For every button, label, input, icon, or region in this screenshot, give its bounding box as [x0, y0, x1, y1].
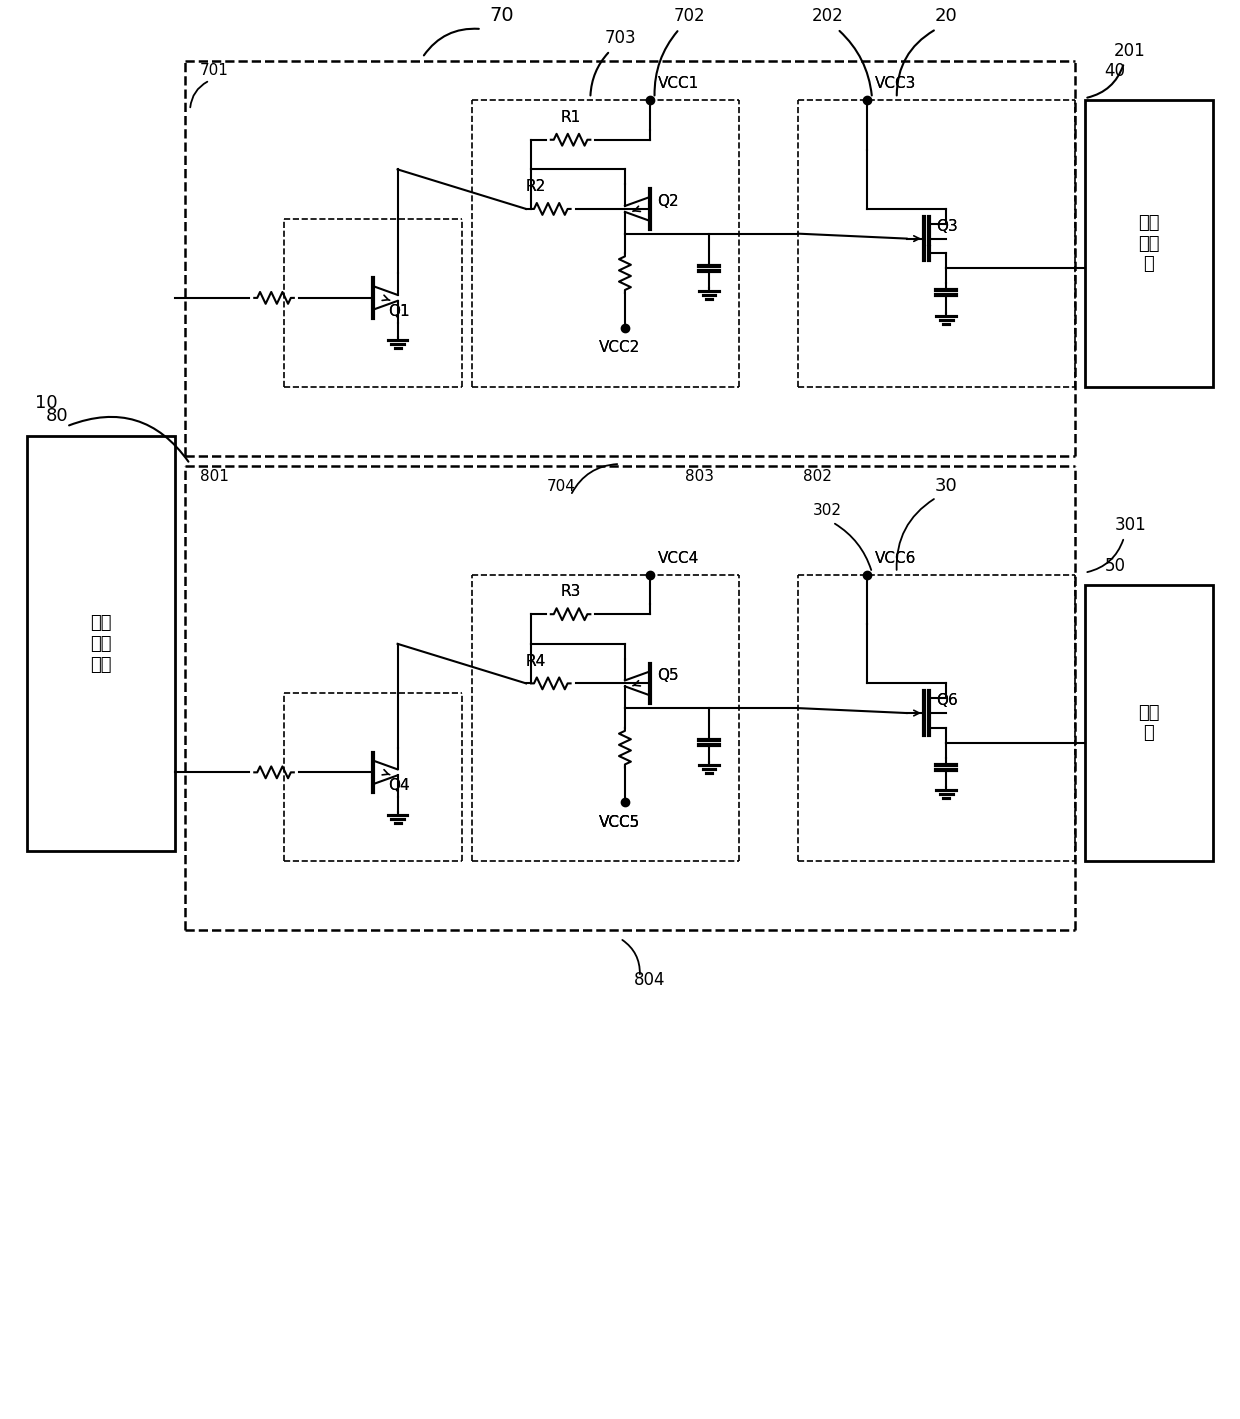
- Text: VCC3: VCC3: [875, 77, 916, 91]
- Text: R1: R1: [560, 109, 580, 125]
- Text: Q1: Q1: [388, 304, 409, 319]
- Text: R4: R4: [526, 654, 546, 668]
- Text: VCC4: VCC4: [657, 551, 699, 566]
- Text: 电源
控制
系统: 电源 控制 系统: [91, 614, 112, 674]
- Text: 10: 10: [36, 393, 58, 412]
- Text: VCC5: VCC5: [599, 815, 641, 830]
- Bar: [1085, 101, 1213, 387]
- Text: 704: 704: [547, 478, 575, 494]
- Text: Q5: Q5: [657, 668, 680, 684]
- Text: Q1: Q1: [388, 304, 409, 319]
- Text: Q2: Q2: [657, 194, 680, 209]
- Text: 803: 803: [684, 468, 713, 484]
- Text: 中央
处理
器: 中央 处理 器: [1138, 214, 1159, 274]
- Text: Q3: Q3: [936, 219, 959, 234]
- Text: Q4: Q4: [388, 778, 409, 793]
- Bar: [27, 436, 175, 851]
- Text: Q3: Q3: [936, 219, 959, 234]
- Text: 30: 30: [935, 477, 957, 495]
- Text: 40: 40: [1105, 62, 1126, 81]
- Text: R3: R3: [560, 585, 580, 599]
- Text: 202: 202: [812, 7, 843, 26]
- Text: VCC2: VCC2: [599, 341, 641, 355]
- Text: R2: R2: [526, 179, 546, 194]
- Text: Q6: Q6: [936, 692, 959, 708]
- Text: R3: R3: [560, 585, 580, 599]
- Text: Q2: Q2: [657, 194, 680, 209]
- Text: VCC1: VCC1: [657, 77, 699, 91]
- Text: R4: R4: [526, 654, 546, 668]
- Text: 80: 80: [46, 407, 68, 426]
- Text: 201: 201: [1115, 41, 1146, 60]
- Text: 701: 701: [200, 64, 229, 78]
- Text: 50: 50: [1105, 556, 1126, 575]
- Text: VCC1: VCC1: [657, 77, 699, 91]
- Text: 703: 703: [604, 28, 636, 47]
- Text: R2: R2: [526, 179, 546, 194]
- Text: Q5: Q5: [657, 668, 680, 684]
- Text: VCC2: VCC2: [599, 341, 641, 355]
- Text: 702: 702: [673, 7, 706, 26]
- Text: 801: 801: [200, 468, 229, 484]
- Text: 802: 802: [804, 468, 832, 484]
- Text: 20: 20: [935, 7, 957, 26]
- Text: 70: 70: [489, 6, 513, 26]
- Text: 调谐
器: 调谐 器: [1138, 704, 1159, 742]
- Text: VCC6: VCC6: [875, 551, 916, 566]
- Text: 302: 302: [813, 504, 842, 518]
- Text: Q6: Q6: [936, 692, 959, 708]
- Text: VCC5: VCC5: [599, 815, 641, 830]
- Text: VCC3: VCC3: [875, 77, 916, 91]
- Text: VCC4: VCC4: [657, 551, 699, 566]
- Text: VCC5: VCC5: [599, 815, 641, 830]
- Text: 301: 301: [1115, 517, 1146, 534]
- Text: Q4: Q4: [388, 778, 409, 793]
- Bar: [1085, 585, 1213, 861]
- Text: R1: R1: [560, 109, 580, 125]
- Text: VCC6: VCC6: [875, 551, 916, 566]
- Text: 804: 804: [634, 971, 666, 989]
